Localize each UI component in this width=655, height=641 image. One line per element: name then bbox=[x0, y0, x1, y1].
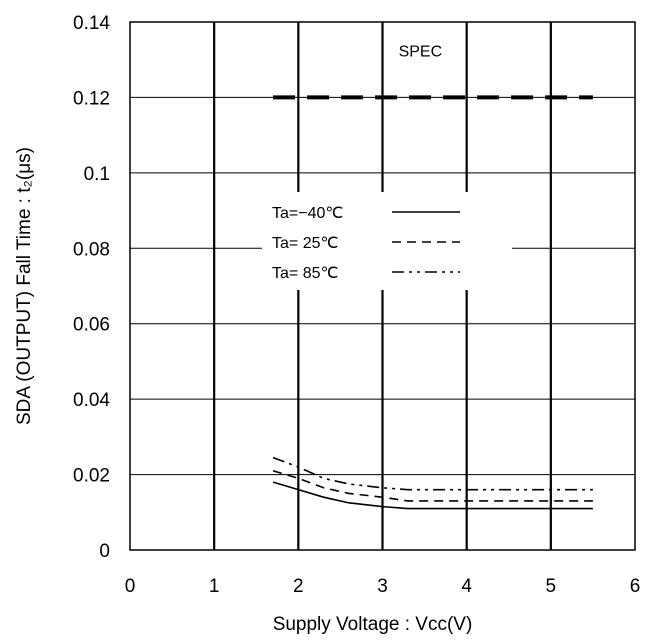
y-tick-label: 0.06 bbox=[73, 315, 110, 336]
spec-label: SPEC bbox=[399, 43, 443, 60]
spec-line-group: SPEC bbox=[273, 43, 593, 100]
y-tick-label: 0 bbox=[99, 541, 110, 562]
x-tick-label: 2 bbox=[293, 576, 304, 597]
y-tick-label: 0.04 bbox=[73, 390, 110, 411]
series-lines bbox=[272, 456, 593, 510]
legend-label: Ta= 85℃ bbox=[272, 265, 338, 282]
x-tick-label: 6 bbox=[630, 576, 641, 597]
y-tick-labels: 0 0.02 0.04 0.06 0.08 0.1 0.12 0.14 bbox=[73, 13, 110, 562]
series-line bbox=[272, 456, 593, 491]
x-tick-label: 0 bbox=[125, 576, 136, 597]
y-axis-title: SDA (OUTPUT) Fall Time : t₂(μs) bbox=[14, 147, 35, 425]
y-tick-label: 0.12 bbox=[73, 88, 110, 109]
legend-label: Ta= 25℃ bbox=[272, 235, 338, 252]
legend: Ta=−40℃ Ta= 25℃ Ta= 85℃ bbox=[262, 192, 512, 290]
legend-background bbox=[262, 192, 512, 290]
x-tick-label: 1 bbox=[209, 576, 220, 597]
y-tick-label: 0.1 bbox=[84, 164, 110, 185]
series-line bbox=[272, 481, 593, 510]
x-tick-label: 5 bbox=[546, 576, 557, 597]
x-tick-labels: 0 1 2 3 4 5 6 bbox=[125, 576, 641, 597]
y-tick-label: 0.08 bbox=[73, 239, 110, 260]
plot-frame bbox=[129, 21, 636, 551]
legend-label: Ta=−40℃ bbox=[272, 205, 343, 222]
y-tick-label: 0.02 bbox=[73, 466, 110, 487]
series-line bbox=[272, 470, 593, 502]
y-tick-label: 0.14 bbox=[73, 13, 110, 34]
x-tick-label: 3 bbox=[377, 576, 388, 597]
x-axis-title: Supply Voltage : Vcc(V) bbox=[273, 614, 473, 635]
x-tick-label: 4 bbox=[461, 576, 472, 597]
